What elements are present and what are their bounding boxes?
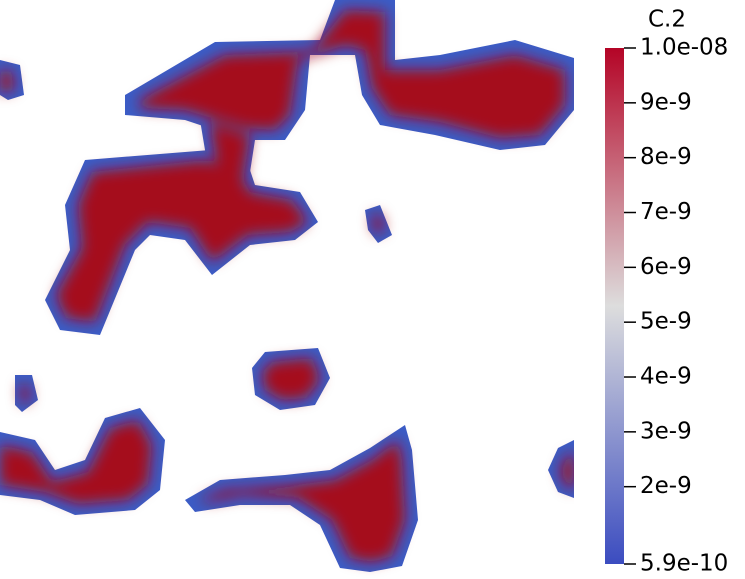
core-center-upper-stem xyxy=(210,122,250,180)
colorbar-tick-label: 9e-9 xyxy=(640,89,692,115)
colorbar-ticks: 1.0e-08 9e-9 8e-9 7e-9 6e-9 5e-9 4e-9 3e-9 2e-9 5… xyxy=(624,35,728,577)
colorbar-tick-label: 7e-9 xyxy=(640,199,692,225)
core-top-center xyxy=(140,10,565,138)
field-core xyxy=(0,10,574,562)
core-right-edge-bottom xyxy=(560,452,574,490)
core-left-edge-mid xyxy=(20,385,30,404)
colorbar-tick-label: 1.0e-08 xyxy=(640,35,728,61)
colorbar-tick-label: 5.9e-10 xyxy=(640,551,728,577)
concentration-field xyxy=(0,0,574,572)
core-left-upper xyxy=(56,160,308,322)
core-bottom-center xyxy=(200,440,405,562)
colorbar-gradient xyxy=(605,48,624,564)
colorbar-title: C.2 xyxy=(648,7,686,33)
core-small-right xyxy=(372,214,384,234)
core-bottom-left xyxy=(0,420,152,504)
colorbar: C.2 1.0e-08 9e-9 8e-9 7e-9 6e-9 5e-9 4e-9 3e-9 2… xyxy=(605,7,728,577)
colorbar-tick-label: 2e-9 xyxy=(640,473,692,499)
colorbar-tick-label: 8e-9 xyxy=(640,144,692,170)
core-left-edge-top xyxy=(0,70,14,92)
core-center-mid xyxy=(262,358,320,400)
colorbar-tick-label: 4e-9 xyxy=(640,364,692,390)
colorbar-tick-label: 5e-9 xyxy=(640,309,692,335)
colorbar-tick-label: 3e-9 xyxy=(640,418,692,444)
colorbar-tick-label: 6e-9 xyxy=(640,254,692,280)
